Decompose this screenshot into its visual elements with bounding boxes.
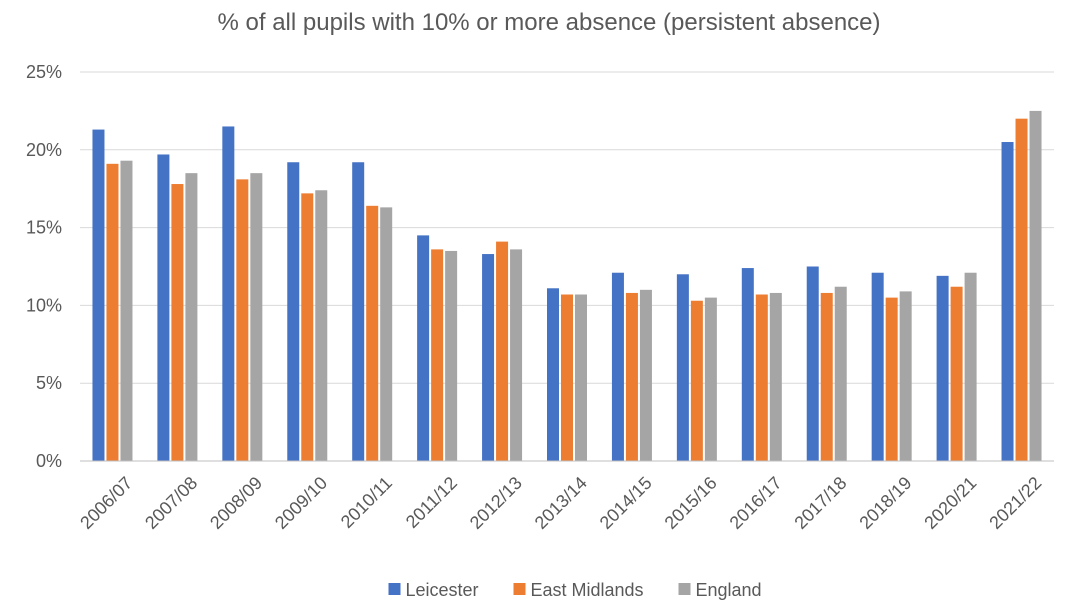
- bar-england: [380, 207, 393, 461]
- legend: Leicester East Midlands England: [388, 580, 762, 600]
- bar-east-midlands: [950, 286, 963, 461]
- bar-england: [575, 294, 587, 461]
- bar-leicester: [611, 272, 624, 461]
- x-tick-label: 2013/14: [531, 473, 591, 533]
- legend-label-england: England: [696, 580, 762, 600]
- bar-east-midlands: [885, 297, 898, 461]
- bar-england: [185, 173, 198, 461]
- bar-england: [315, 190, 328, 462]
- bar-leicester: [352, 162, 365, 462]
- bar-leicester: [92, 129, 105, 461]
- legend-swatch-england: [678, 583, 691, 595]
- x-tick-label: 2011/12: [402, 473, 461, 532]
- bar-leicester: [936, 275, 949, 461]
- bar-england: [899, 291, 912, 461]
- bar-england: [1029, 110, 1042, 462]
- bar-leicester: [806, 266, 819, 461]
- bar-leicester: [482, 254, 495, 461]
- bar-leicester: [741, 268, 754, 461]
- x-tick-label: 2014/15: [596, 473, 656, 533]
- x-tick-label: 2009/10: [271, 473, 331, 533]
- legend-label-leicester: Leicester: [406, 580, 479, 600]
- x-tick-label: 2020/21: [920, 473, 980, 533]
- bar-leicester: [157, 154, 170, 461]
- bar-england: [964, 272, 977, 461]
- y-axis-ticks: 0% 5% 10% 15% 20% 25%: [26, 62, 62, 471]
- x-tick-label: 2007/08: [141, 473, 201, 533]
- bar-leicester: [287, 162, 300, 462]
- bar-leicester: [547, 288, 559, 461]
- bar-leicester: [676, 274, 689, 461]
- bar-leicester: [222, 126, 235, 462]
- bar-england: [445, 250, 458, 461]
- bar-england: [510, 249, 523, 461]
- bar-england: [250, 173, 263, 461]
- bar-east-midlands: [755, 294, 768, 461]
- bar-east-midlands: [301, 193, 314, 462]
- x-tick-label: 2017/18: [790, 473, 850, 533]
- x-tick-label: 2016/17: [726, 473, 786, 533]
- bar-england: [704, 297, 717, 461]
- y-tick-label: 15%: [26, 218, 62, 238]
- legend-label-east-midlands: East Midlands: [531, 580, 644, 600]
- y-tick-label: 0%: [36, 451, 62, 471]
- bar-east-midlands: [625, 292, 638, 461]
- bar-england: [834, 286, 847, 461]
- bar-leicester: [1001, 142, 1014, 461]
- x-tick-label: 2021/22: [985, 473, 1045, 533]
- bar-england: [639, 289, 652, 461]
- bar-east-midlands: [431, 249, 444, 461]
- x-tick-label: 2006/07: [76, 473, 136, 533]
- bar-east-midlands: [106, 163, 119, 461]
- legend-swatch-east-midlands: [513, 583, 526, 595]
- x-tick-label: 2010/11: [337, 473, 396, 532]
- bar-england: [120, 160, 133, 461]
- bar-east-midlands: [820, 292, 833, 461]
- x-tick-label: 2012/13: [466, 473, 526, 533]
- legend-swatch-leicester: [388, 583, 401, 595]
- bar-east-midlands: [366, 205, 379, 461]
- bar-leicester: [871, 272, 884, 461]
- bar-east-midlands: [171, 184, 184, 462]
- y-tick-label: 20%: [26, 140, 62, 160]
- bar-england: [769, 292, 782, 461]
- y-tick-label: 5%: [36, 373, 62, 393]
- bar-east-midlands: [690, 300, 703, 461]
- x-axis-ticks: 2006/07 2007/08 2008/09 2009/10 2010/11 2011/…: [76, 473, 1045, 533]
- bar-east-midlands: [236, 179, 249, 461]
- bar-east-midlands: [496, 241, 509, 461]
- chart-title: % of all pupils with 10% or more absence…: [218, 9, 881, 36]
- x-tick-label: 2008/09: [206, 473, 266, 533]
- y-tick-label: 25%: [26, 62, 62, 82]
- bar-leicester: [417, 235, 430, 461]
- y-tick-label: 10%: [26, 295, 62, 315]
- x-tick-label: 2018/19: [855, 473, 915, 533]
- bar-east-midlands: [561, 294, 573, 461]
- x-tick-label: 2015/16: [661, 473, 721, 533]
- bars: [92, 110, 1042, 462]
- bar-east-midlands: [1015, 118, 1028, 462]
